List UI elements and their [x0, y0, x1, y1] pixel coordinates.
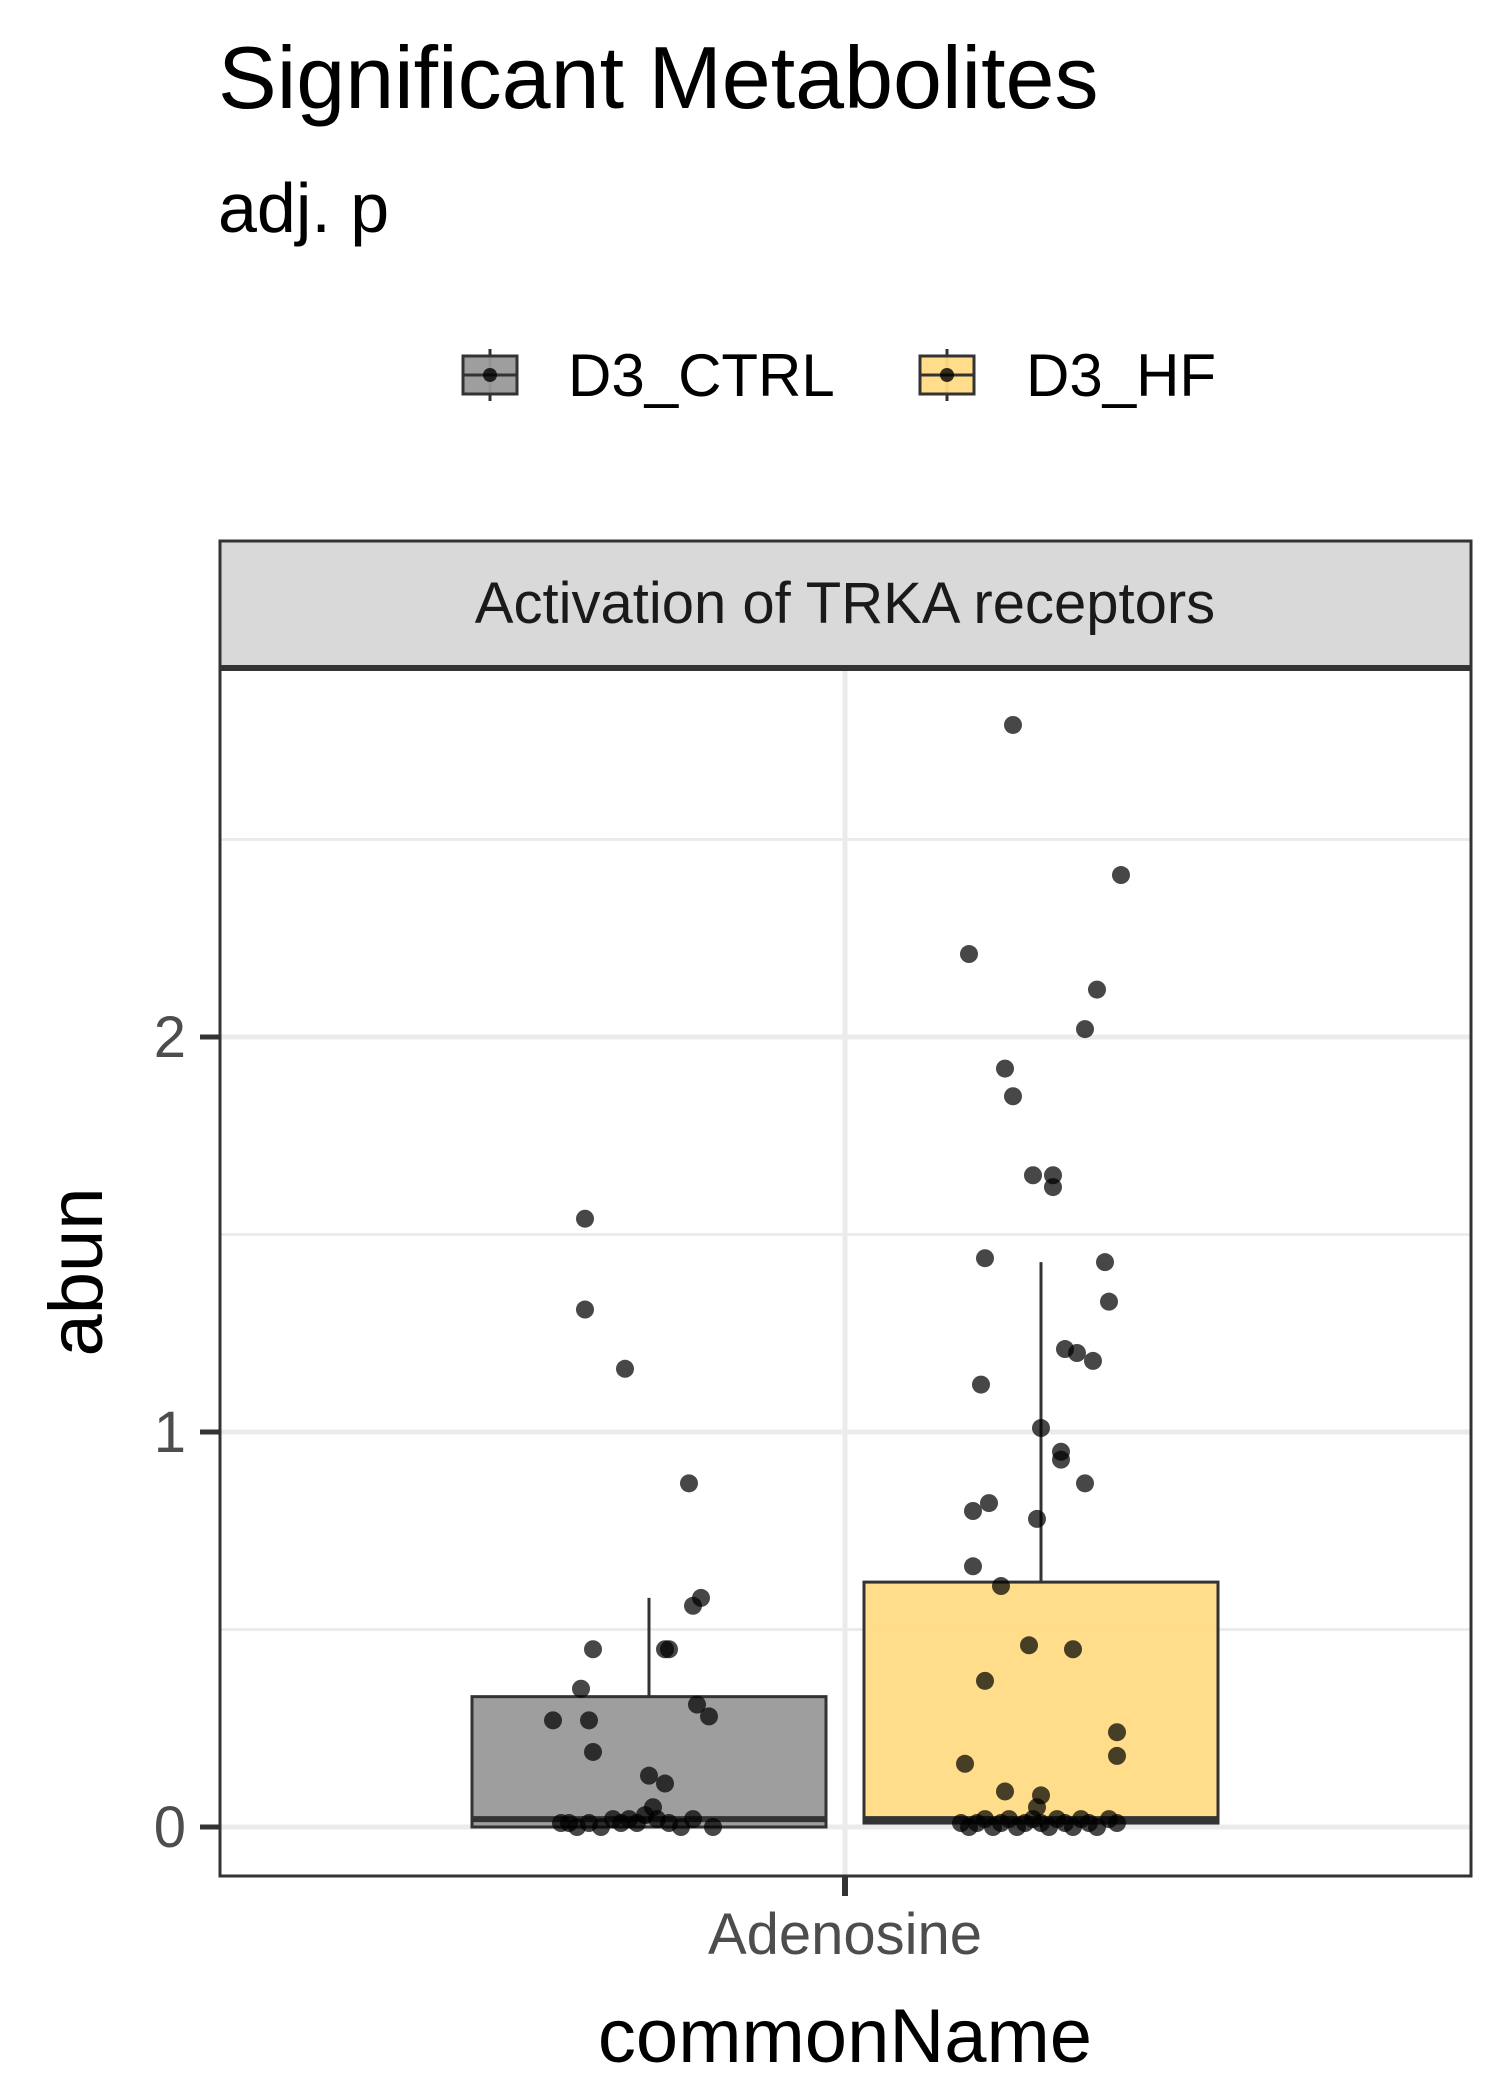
y-tick-label: 2 — [154, 1005, 186, 1070]
data-point-d3-hf — [1108, 1814, 1126, 1833]
data-point-d3-ctrl — [680, 1474, 698, 1493]
facet-label: Activation of TRKA receptors — [475, 571, 1215, 636]
data-point-d3-hf — [1068, 1344, 1086, 1362]
data-point-d3-ctrl — [584, 1640, 602, 1659]
chart-subtitle: adj. p — [218, 169, 389, 247]
data-point-d3-hf — [980, 1494, 998, 1513]
legend-key-d3-hf — [918, 349, 976, 401]
legend-label-d3-ctrl: D3_CTRL — [568, 342, 835, 409]
data-point-d3-hf — [1076, 1474, 1094, 1493]
legend-item-hf: D3_HF — [918, 342, 1216, 409]
data-point-d3-hf — [1076, 1020, 1094, 1039]
data-point-d3-hf — [976, 1249, 994, 1268]
data-point-d3-hf — [1096, 1253, 1114, 1272]
legend-point — [940, 368, 954, 382]
data-point-d3-ctrl — [660, 1640, 678, 1659]
data-point-d3-ctrl — [576, 1209, 594, 1228]
y-axis: 0 1 2 — [154, 1005, 220, 1860]
chart-title: Significant Metabolites — [218, 28, 1098, 127]
data-point-d3-hf — [1028, 1509, 1046, 1528]
legend-label-d3-hf: D3_HF — [1026, 342, 1216, 409]
data-point-d3-hf — [964, 1557, 982, 1576]
data-point-d3-ctrl — [584, 1742, 602, 1761]
data-point-d3-hf — [1108, 1746, 1126, 1765]
data-point-d3-hf — [1108, 1723, 1126, 1742]
data-point-d3-ctrl — [656, 1774, 674, 1793]
data-point-d3-ctrl — [616, 1359, 634, 1378]
data-point-d3-hf — [1044, 1178, 1062, 1197]
data-point-d3-hf — [996, 1059, 1014, 1078]
data-point-d3-ctrl — [684, 1810, 702, 1829]
data-point-d3-hf — [992, 1577, 1010, 1596]
data-point-d3-hf — [972, 1375, 990, 1394]
points-layer — [544, 715, 1130, 1836]
box-layer — [470, 1262, 1220, 1829]
box-d3-hf — [862, 1580, 1220, 1825]
data-point-d3-hf — [1032, 1419, 1050, 1438]
data-point-d3-ctrl — [704, 1818, 722, 1836]
data-point-d3-hf — [1052, 1450, 1070, 1469]
data-point-d3-hf — [1024, 1166, 1042, 1185]
data-point-d3-hf — [1064, 1640, 1082, 1659]
data-point-d3-hf — [1100, 1292, 1118, 1311]
data-point-d3-ctrl — [700, 1707, 718, 1726]
x-axis: Adenosine — [708, 1876, 982, 1967]
data-point-d3-ctrl — [544, 1711, 562, 1730]
x-tick-label: Adenosine — [708, 1902, 982, 1967]
legend: D3_CTRL D3_HF — [461, 342, 1216, 409]
y-tick-label: 0 — [154, 1795, 186, 1860]
data-point-d3-hf — [976, 1671, 994, 1690]
data-point-d3-ctrl — [640, 1766, 658, 1785]
legend-key-d3-ctrl — [461, 349, 519, 401]
data-point-d3-hf — [1020, 1636, 1038, 1655]
data-point-d3-hf — [964, 1502, 982, 1520]
y-axis-title: abun — [34, 1187, 119, 1356]
data-point-d3-hf — [1084, 1351, 1102, 1370]
data-point-d3-ctrl — [688, 1695, 706, 1714]
y-tick-label: 1 — [154, 1400, 186, 1465]
data-point-d3-ctrl — [576, 1300, 594, 1319]
data-point-d3-ctrl — [572, 1679, 590, 1698]
data-point-d3-hf — [1004, 715, 1022, 734]
legend-item-ctrl: D3_CTRL — [461, 342, 835, 409]
data-point-d3-hf — [956, 1754, 974, 1773]
data-point-d3-hf — [996, 1782, 1014, 1801]
data-point-d3-ctrl — [684, 1596, 702, 1615]
data-point-d3-ctrl — [580, 1711, 598, 1730]
data-point-d3-hf — [1088, 980, 1106, 999]
x-axis-title: commonName — [598, 1994, 1092, 2079]
grid-lines — [220, 668, 1471, 1876]
legend-point — [483, 368, 497, 382]
data-point-d3-hf — [1004, 1087, 1022, 1106]
facet-strip — [218, 539, 1473, 670]
data-point-d3-hf — [960, 945, 978, 964]
data-point-d3-hf — [1112, 866, 1130, 885]
